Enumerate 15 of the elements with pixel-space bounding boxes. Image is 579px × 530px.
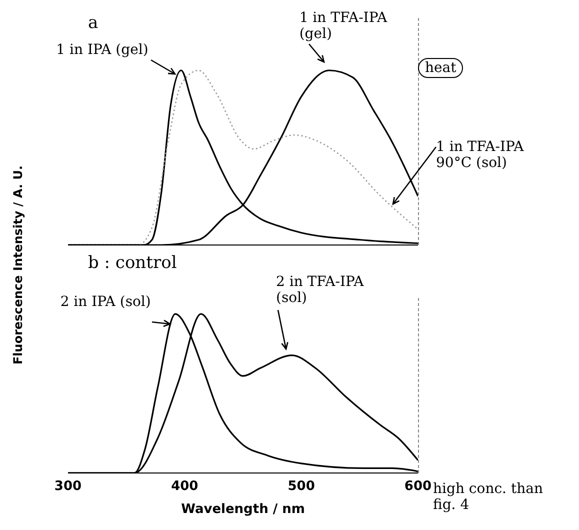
text: 2 in TFA-IPA (sol) <box>276 274 365 306</box>
text: heat <box>418 58 464 78</box>
x-tick-label: 400 <box>171 479 198 494</box>
series-label: 2 in IPA (sol) <box>60 294 152 310</box>
text: high conc. than fig. 4 <box>433 481 544 513</box>
text: 1 in IPA (gel) <box>56 42 150 58</box>
chart-title: a <box>88 13 98 33</box>
text: 1 in TFA-IPA 90°C (sol) <box>436 139 525 172</box>
y-axis-title: Fluorescence Intensity / A. U. <box>11 164 25 367</box>
x-axis-title: Wavelength / nm <box>180 502 306 517</box>
text: 1 in TFA-IPA (gel) <box>299 10 388 42</box>
chart-title: b : control <box>88 253 177 273</box>
x-tick-label: 600 <box>404 479 432 494</box>
x-tick-label: 300 <box>54 479 82 494</box>
x-tick-label: 500 <box>288 479 315 494</box>
